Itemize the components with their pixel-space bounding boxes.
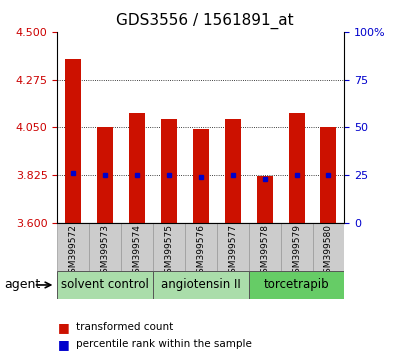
Text: GSM399578: GSM399578: [260, 224, 269, 279]
Bar: [224, 119, 240, 223]
Bar: [153, 223, 184, 271]
Text: agent: agent: [4, 279, 40, 291]
Text: GDS3556 / 1561891_at: GDS3556 / 1561891_at: [116, 12, 293, 29]
Bar: [89, 223, 121, 271]
Text: GSM399577: GSM399577: [228, 224, 237, 279]
Text: GSM399580: GSM399580: [323, 224, 332, 279]
Bar: [280, 223, 312, 271]
Text: GSM399576: GSM399576: [196, 224, 205, 279]
Bar: [65, 59, 81, 223]
Text: GSM399575: GSM399575: [164, 224, 173, 279]
Bar: [97, 127, 113, 223]
Bar: [312, 223, 344, 271]
Bar: [256, 176, 272, 223]
Text: GSM399574: GSM399574: [132, 224, 141, 279]
Bar: [161, 119, 177, 223]
Bar: [57, 272, 153, 298]
Bar: [288, 113, 304, 223]
Text: solvent control: solvent control: [61, 279, 149, 291]
Bar: [248, 272, 344, 298]
Text: transformed count: transformed count: [76, 322, 173, 332]
Bar: [121, 223, 153, 271]
Text: GSM399579: GSM399579: [291, 224, 300, 279]
Bar: [129, 113, 145, 223]
Bar: [320, 127, 336, 223]
Text: torcetrapib: torcetrapib: [263, 279, 328, 291]
Text: GSM399573: GSM399573: [101, 224, 110, 279]
Text: percentile rank within the sample: percentile rank within the sample: [76, 339, 251, 349]
Text: angiotensin II: angiotensin II: [161, 279, 240, 291]
Bar: [193, 129, 208, 223]
Bar: [248, 223, 280, 271]
Bar: [57, 223, 89, 271]
Text: ■: ■: [57, 338, 69, 350]
Bar: [184, 223, 216, 271]
Bar: [153, 272, 248, 298]
Text: ■: ■: [57, 321, 69, 334]
Text: GSM399572: GSM399572: [69, 224, 78, 279]
Bar: [216, 223, 248, 271]
